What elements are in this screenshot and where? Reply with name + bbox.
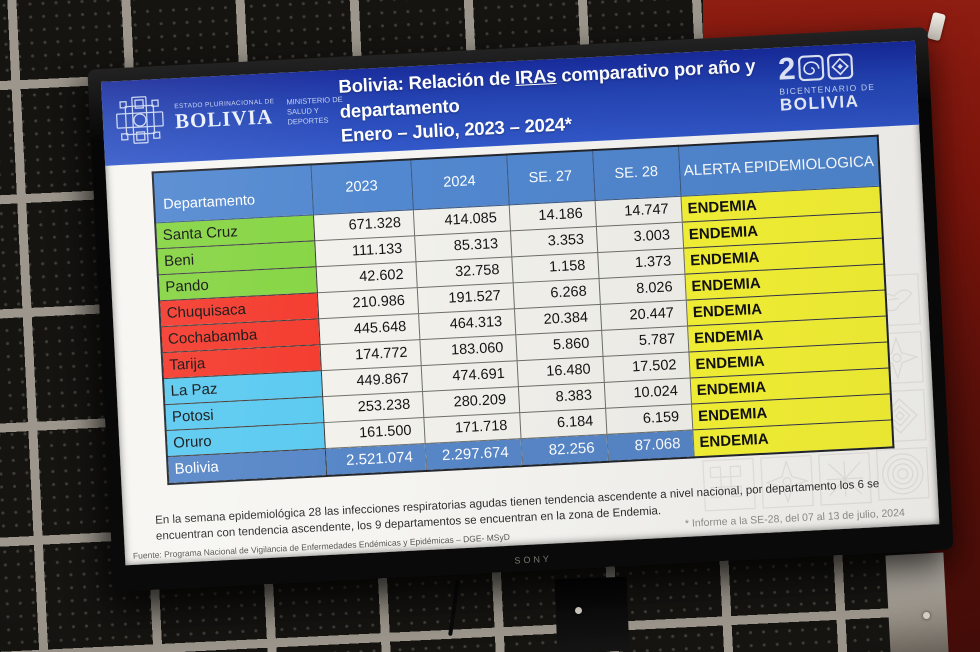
mount-screw bbox=[575, 607, 582, 614]
iras-underlined: IRAs bbox=[514, 64, 557, 88]
header-departamento: Departamento bbox=[152, 164, 313, 223]
spiral-icon bbox=[798, 54, 825, 82]
tv-wall-mount bbox=[554, 576, 630, 652]
se28-cell: 87.068 bbox=[606, 429, 694, 462]
gov-bolivia-label: BOLIVIA bbox=[174, 104, 274, 134]
bicentenario-200: 2 bbox=[777, 49, 904, 87]
andean-diamond-icon bbox=[827, 53, 854, 80]
mount-screw bbox=[923, 612, 930, 619]
se27-cell: 82.256 bbox=[520, 433, 608, 467]
coat-of-arms-emblem-icon bbox=[116, 96, 164, 144]
sony-tv: ESTADO PLURINACIONAL DE BOLIVIA MINISTER… bbox=[87, 27, 954, 592]
header-se27: SE. 27 bbox=[506, 150, 595, 205]
value-2023-cell: 2.521.074 bbox=[324, 443, 427, 477]
iras-table-body: Santa Cruz 671.328 414.085 14.186 14.747 ENDE… bbox=[155, 185, 894, 485]
iras-table: Departamento 2023 2024 SE. 27 SE. 28 ALE… bbox=[151, 134, 895, 486]
header-se28: SE. 28 bbox=[592, 145, 681, 201]
tv-screen: ESTADO PLURINACIONAL DE BOLIVIA MINISTER… bbox=[100, 40, 940, 566]
header-2024: 2024 bbox=[410, 154, 509, 210]
gov-logo: ESTADO PLURINACIONAL DE BOLIVIA MINISTER… bbox=[112, 82, 361, 148]
note-text: En la semana epidemiológica 28 las infec… bbox=[154, 478, 880, 543]
gray-pillar bbox=[885, 552, 949, 652]
header-2023: 2023 bbox=[310, 159, 413, 215]
bicentenario-bolivia-label: BOLIVIA bbox=[779, 91, 860, 115]
gov-logo-text: ESTADO PLURINACIONAL DE BOLIVIA bbox=[174, 99, 276, 134]
numeral-2: 2 bbox=[777, 50, 797, 87]
value-2024-cell: 2.297.674 bbox=[424, 438, 522, 471]
bicentenario-logo: 2 BICENTENARIO DE BOLIVIA bbox=[777, 49, 906, 115]
slide-header-band: ESTADO PLURINACIONAL DE BOLIVIA MINISTER… bbox=[100, 40, 920, 166]
slide-title: Bolivia: Relación de IRAs comparativo po… bbox=[338, 51, 819, 149]
